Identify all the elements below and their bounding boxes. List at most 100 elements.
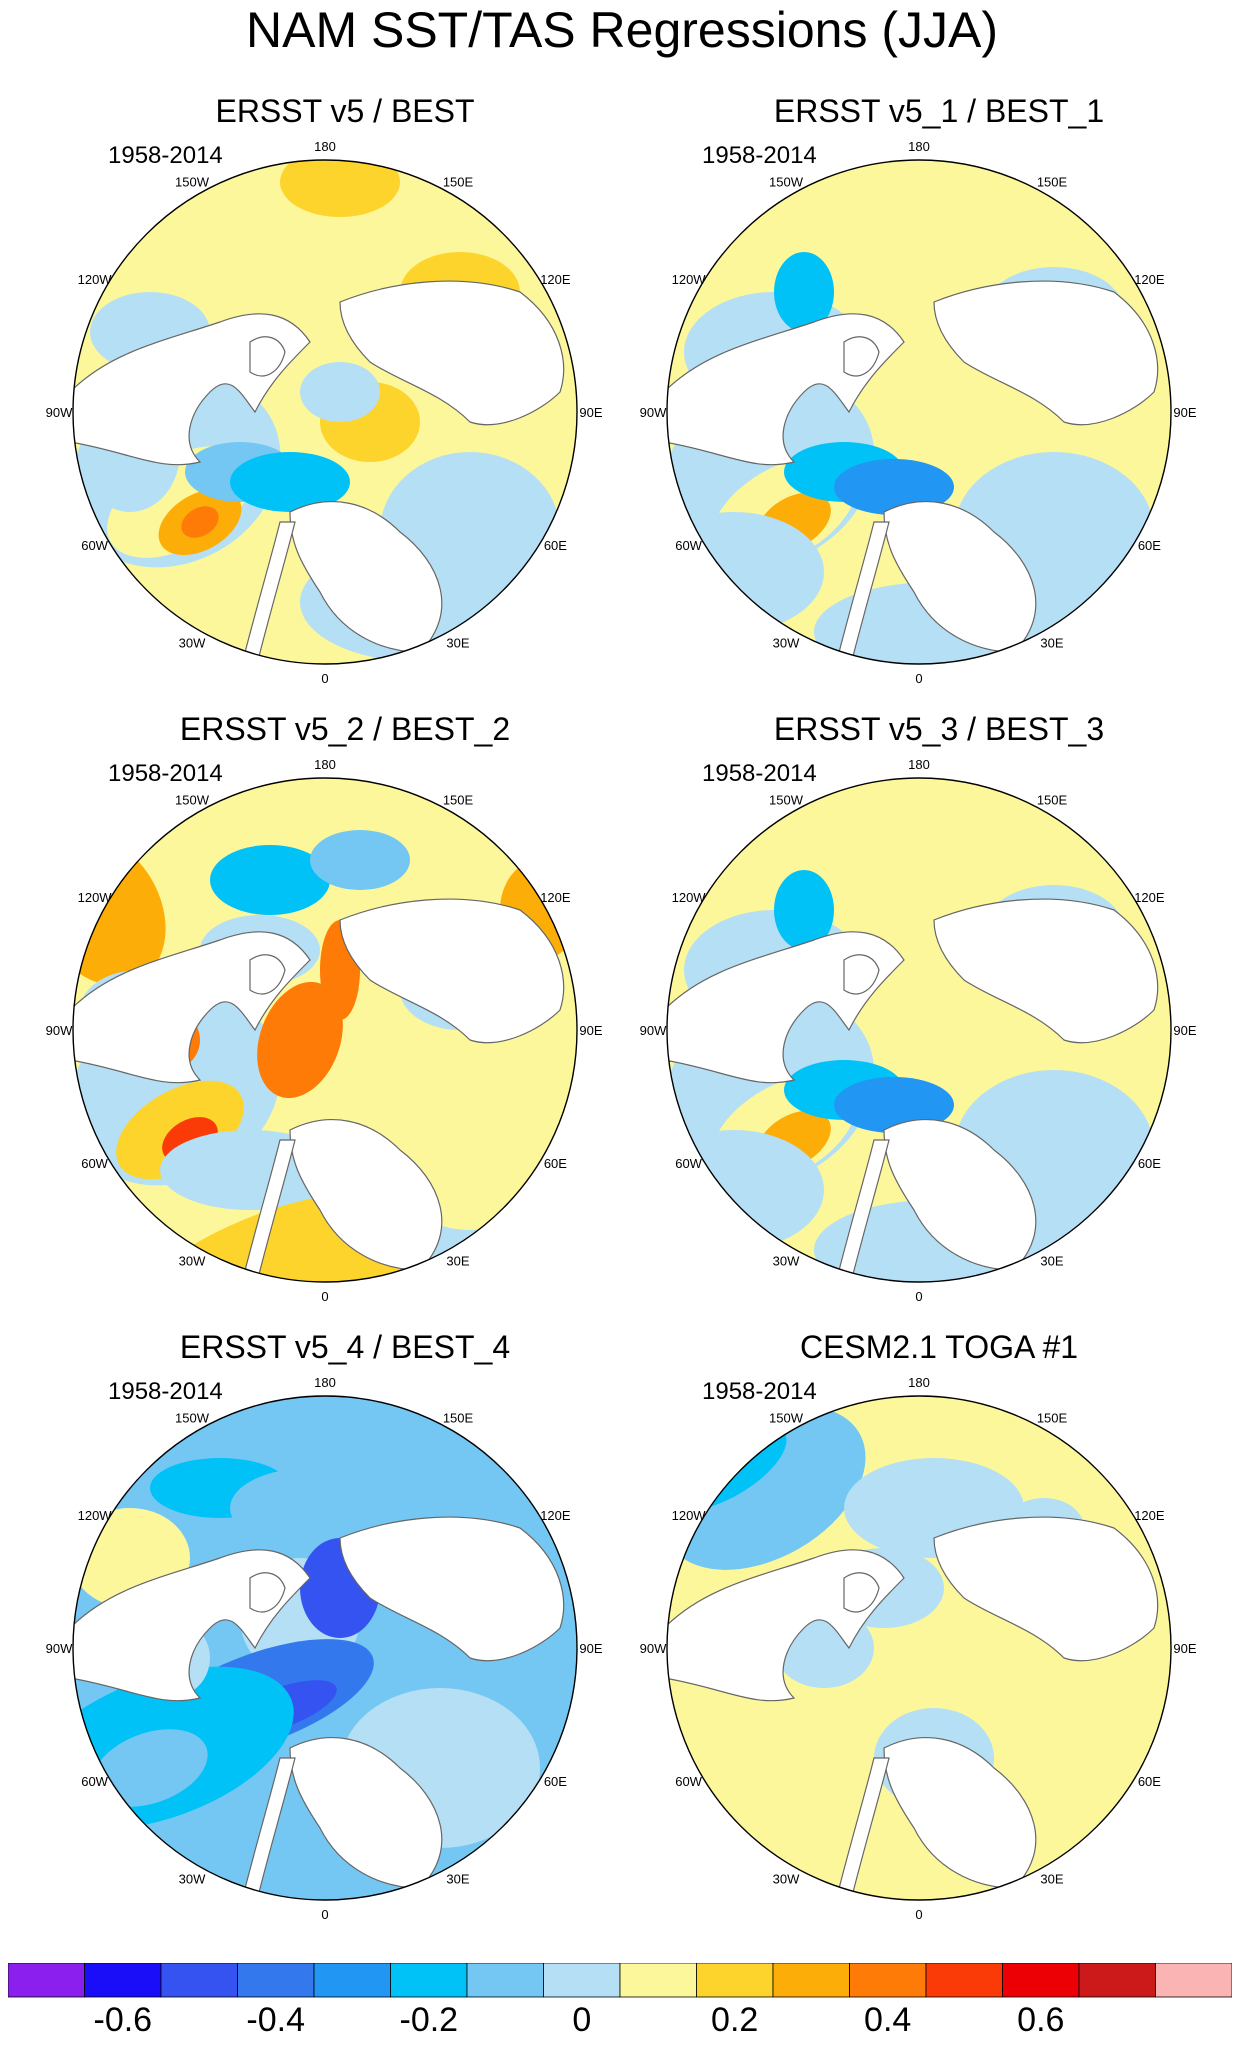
longitude-label: 60E [544,1156,567,1171]
longitude-label: 60W [675,538,702,553]
longitude-label: 60W [81,538,108,553]
longitude-label: 90E [579,405,602,420]
panel-title: CESM2.1 TOGA #1 [799,1329,1079,1365]
polar-map: 180 150E 120E 90E 60E 30E 0 30W 60W 90W 120W 150W [640,139,1197,686]
longitude-label: 90E [1173,1641,1196,1656]
longitude-label: 180 [908,757,930,772]
longitude-label: 60W [675,1774,702,1789]
polar-map: 180 150E 120E 90E 60E 30E 0 30W 60W 90W 120W 150W [46,139,603,686]
longitude-label: 30E [446,1871,469,1886]
period-label: 1958-2014 [702,760,817,787]
longitude-label: 60W [81,1156,108,1171]
longitude-label: 60W [675,1156,702,1171]
colorbar-swatch [8,1963,85,1998]
land [667,898,1159,1282]
longitude-label: 180 [908,1375,930,1390]
longitude-label: 120E [1134,890,1165,905]
longitude-label: 60E [1138,1774,1161,1789]
longitude-label: 30E [446,1253,469,1268]
land [73,1516,565,1900]
colorbar-swatch [466,1963,544,1998]
panel-title: ERSST v5_2 / BEST_2 [179,711,511,747]
longitude-label: 120W [672,1508,707,1523]
polar-map: 180 150E 120E 90E 60E 30E 0 30W 60W 90W 120W 150W [640,1375,1197,1922]
longitude-label: 150E [443,793,474,808]
longitude-label: 120W [78,272,113,287]
longitude-label: 120W [78,890,113,905]
colorbar-swatch [237,1963,315,1998]
polar-map: 180 150E 120E 90E 60E 30E 0 30W 60W 90W 120W 150W [46,757,603,1304]
map-border [666,1395,1172,1901]
longitude-label: 150E [1037,793,1068,808]
colorbar-label: 0.6 [1017,2001,1065,2039]
longitude-label: 30W [773,635,800,650]
map-border [72,1395,578,1901]
longitude-label: 120E [1134,272,1165,287]
longitude-label: 120E [540,1508,571,1523]
longitude-label: 150W [175,1411,210,1426]
map-panel: 180 150E 120E 90E 60E 30E 0 30W 60W 90W 120W 150W CE… [634,1328,1244,1948]
longitude-label: 120W [672,272,707,287]
longitude-label: 30E [1040,1253,1063,1268]
map-panel: 180 150E 120E 90E 60E 30E 0 30W 60W 90W 120W 150W ER… [40,92,650,712]
colorbar [8,1963,1232,1998]
longitude-label: 90E [1173,405,1196,420]
longitude-label: 180 [908,139,930,154]
colorbar-swatch [1078,1963,1156,1998]
longitude-label: 150W [769,1411,804,1426]
longitude-label: 30W [179,1253,206,1268]
land [73,898,565,1282]
longitude-label: 0 [915,671,922,686]
polar-map: 180 150E 120E 90E 60E 30E 0 30W 60W 90W 120W 150W [46,1375,603,1922]
figure-title: NAM SST/TAS Regressions (JJA) [245,2,998,58]
longitude-label: 0 [915,1289,922,1304]
longitude-label: 90W [46,1023,73,1038]
longitude-label: 30W [773,1253,800,1268]
colorbar-swatch [1155,1963,1232,1998]
colorbar-label: -0.4 [246,2001,305,2039]
period-label: 1958-2014 [702,1378,817,1405]
longitude-label: 150E [1037,1411,1068,1426]
longitude-label: 30E [1040,635,1063,650]
colorbar-swatch [1002,1963,1080,1998]
longitude-label: 120W [672,890,707,905]
colorbar-swatch [772,1963,850,1998]
longitude-label: 60E [544,538,567,553]
colorbar-swatch [696,1963,774,1998]
longitude-label: 0 [321,1289,328,1304]
longitude-label: 90E [1173,1023,1196,1038]
longitude-label: 150W [175,793,210,808]
period-label: 1958-2014 [108,1378,223,1405]
land [73,280,565,664]
colorbar-swatch [849,1963,927,1998]
panel-title: ERSST v5 / BEST [215,93,475,129]
land [667,1516,1159,1900]
longitude-label: 90W [46,405,73,420]
colorbar-swatch [543,1963,621,1998]
map-panel: 180 150E 120E 90E 60E 30E 0 30W 60W 90W 120W 150W ER… [634,710,1244,1330]
colorbar-swatch [84,1963,162,1998]
period-label: 1958-2014 [108,142,223,169]
longitude-label: 150W [769,175,804,190]
panel-title: ERSST v5_1 / BEST_1 [773,93,1105,129]
colorbar-swatch [390,1963,468,1998]
longitude-label: 60E [1138,1156,1161,1171]
longitude-label: 120E [540,890,571,905]
map-panel: 180 150E 120E 90E 60E 30E 0 30W 60W 90W 120W 150W ER… [634,92,1244,712]
longitude-label: 180 [314,139,336,154]
longitude-label: 150E [443,175,474,190]
longitude-label: 30W [773,1871,800,1886]
longitude-label: 90W [46,1641,73,1656]
longitude-label: 30W [179,1871,206,1886]
period-label: 1958-2014 [702,142,817,169]
map-border [72,159,578,665]
map-panel: 180 150E 120E 90E 60E 30E 0 30W 60W 90W 120W 150W ER… [40,1328,650,1948]
longitude-label: 60E [544,1774,567,1789]
panel-title: ERSST v5_4 / BEST_4 [179,1329,511,1365]
colorbar-swatch [619,1963,697,1998]
longitude-label: 30E [446,635,469,650]
longitude-label: 0 [321,1907,328,1922]
longitude-label: 150E [1037,175,1068,190]
colorbar-label: 0.4 [864,2001,912,2039]
longitude-label: 180 [314,1375,336,1390]
